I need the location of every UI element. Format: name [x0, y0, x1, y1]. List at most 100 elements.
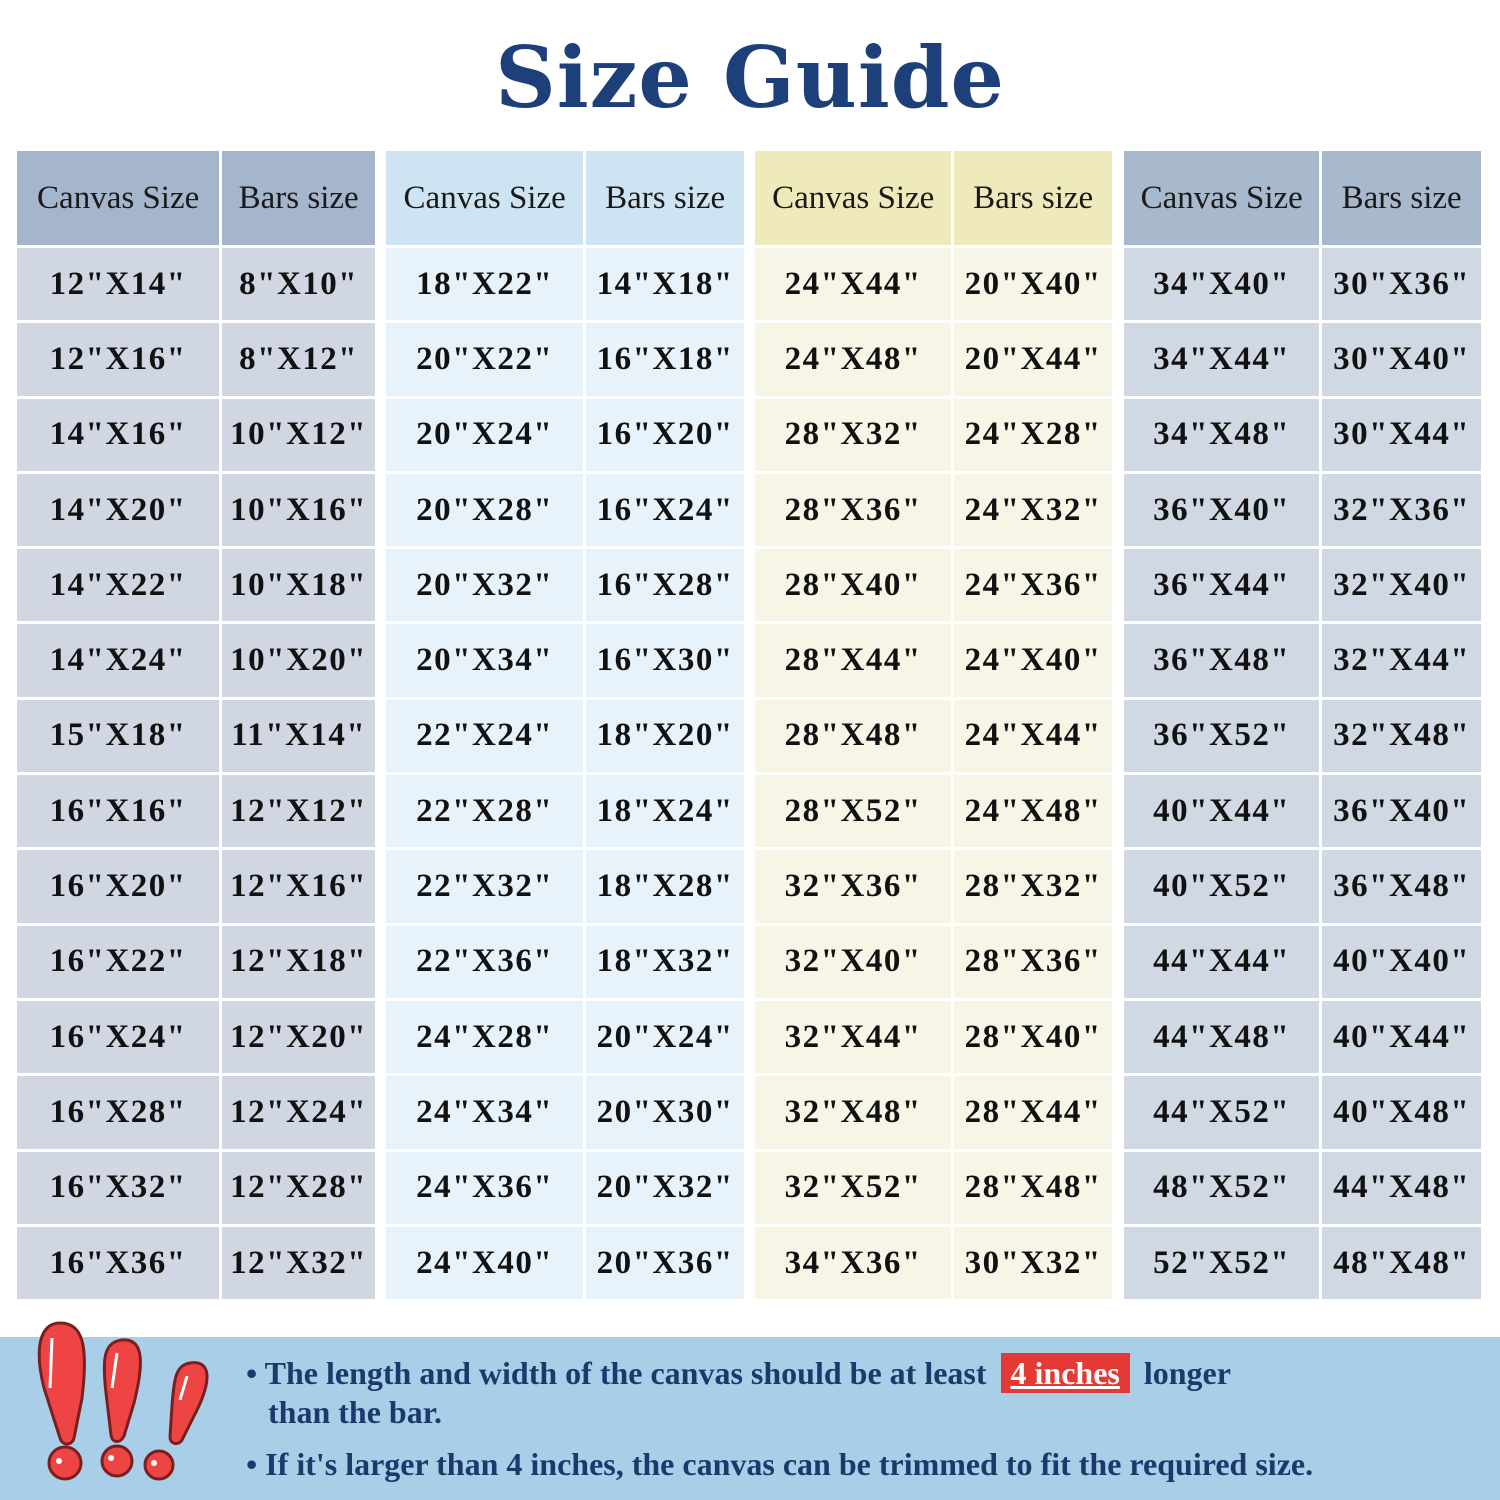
bars-size-cell: 10"X16" — [222, 473, 375, 547]
canvas-size-cell: 36"X44" — [1124, 549, 1323, 622]
bars-size-cell: 8"X10" — [222, 248, 375, 321]
canvas-size-cell: 24"X40" — [386, 1226, 587, 1300]
bars-size-cell: 18"X32" — [586, 925, 744, 998]
canvas-size-cell: 24"X34" — [386, 1076, 587, 1149]
table-row: 36"X52" 32"X48" — [1124, 699, 1481, 773]
table-row: 14"X22" 10"X18" — [17, 549, 375, 622]
bars-size-cell: 30"X32" — [954, 1226, 1112, 1300]
canvas-size-cell: 16"X20" — [17, 850, 223, 923]
bars-size-cell: 28"X32" — [954, 850, 1112, 923]
bars-size-cell: 12"X18" — [222, 925, 375, 998]
bars-size-cell: 20"X36" — [586, 1226, 744, 1300]
canvas-size-cell: 20"X24" — [386, 398, 587, 471]
note-2: • If it's larger than 4 inches, the canv… — [246, 1446, 1314, 1482]
table-row: 16"X24" 12"X20" — [17, 1000, 375, 1074]
table-row: 24"X40" 20"X36" — [386, 1226, 744, 1300]
canvas-size-cell: 34"X44" — [1124, 323, 1323, 396]
bars-size-cell: 16"X28" — [586, 549, 744, 622]
bars-size-cell: 32"X44" — [1322, 624, 1481, 697]
bars-size-cell: 28"X44" — [954, 1076, 1112, 1149]
table-row: 34"X48" 30"X44" — [1124, 398, 1481, 471]
table-header: Canvas Size Bars size — [1124, 151, 1481, 245]
canvas-size-cell: 52"X52" — [1124, 1226, 1323, 1300]
table-row: 20"X24" 16"X20" — [386, 398, 744, 471]
canvas-size-cell: 36"X52" — [1124, 699, 1323, 773]
header-canvas-size: Canvas Size — [17, 151, 223, 245]
header-bars-size: Bars size — [222, 151, 375, 245]
canvas-size-cell: 24"X36" — [386, 1151, 587, 1224]
bars-size-cell: 20"X24" — [586, 1000, 744, 1074]
canvas-size-cell: 44"X48" — [1124, 1000, 1323, 1074]
canvas-size-cell: 22"X24" — [386, 699, 587, 773]
table-row: 28"X40" 24"X36" — [755, 549, 1112, 622]
table-row: 32"X52" 28"X48" — [755, 1151, 1112, 1224]
header-canvas-size: Canvas Size — [1124, 151, 1323, 245]
canvas-size-cell: 44"X52" — [1124, 1076, 1323, 1149]
canvas-size-cell: 44"X44" — [1124, 925, 1323, 998]
canvas-size-cell: 14"X22" — [17, 549, 223, 622]
canvas-size-cell: 24"X44" — [755, 248, 955, 321]
table-group-1: Canvas Size Bars size 12"X14" 8"X10" 12"X16"… — [17, 151, 375, 1304]
notes-banner — [0, 1337, 1500, 1500]
note-1-line-2: than the bar. — [268, 1394, 442, 1430]
canvas-size-cell: 28"X44" — [755, 624, 955, 697]
bars-size-cell: 24"X32" — [954, 473, 1112, 547]
bars-size-cell: 28"X36" — [954, 925, 1112, 998]
bars-size-cell: 10"X12" — [222, 398, 375, 471]
canvas-size-cell: 16"X32" — [17, 1151, 223, 1224]
table-row: 24"X28" 20"X24" — [386, 1000, 744, 1074]
canvas-size-cell: 16"X36" — [17, 1226, 223, 1300]
canvas-size-cell: 12"X14" — [17, 248, 223, 321]
canvas-size-cell: 32"X36" — [755, 850, 955, 923]
canvas-size-cell: 22"X32" — [386, 850, 587, 923]
canvas-size-cell: 20"X32" — [386, 549, 587, 622]
table-row: 22"X28" 18"X24" — [386, 775, 744, 848]
bars-size-cell: 18"X28" — [586, 850, 744, 923]
canvas-size-cell: 28"X52" — [755, 775, 955, 848]
canvas-size-cell: 20"X22" — [386, 323, 587, 396]
bars-size-cell: 20"X30" — [586, 1076, 744, 1149]
canvas-size-cell: 32"X52" — [755, 1151, 955, 1224]
note-1-text: • The length and width of the canvas sho… — [246, 1355, 987, 1391]
canvas-size-cell: 40"X44" — [1124, 775, 1323, 848]
table-row: 12"X14" 8"X10" — [17, 248, 375, 321]
canvas-size-cell: 24"X28" — [386, 1000, 587, 1074]
table-row: 24"X48" 20"X44" — [755, 323, 1112, 396]
canvas-size-cell: 48"X52" — [1124, 1151, 1323, 1224]
table-row: 32"X44" 28"X40" — [755, 1000, 1112, 1074]
bars-size-cell: 36"X40" — [1322, 775, 1481, 848]
table-row: 24"X36" 20"X32" — [386, 1151, 744, 1224]
table-row: 22"X24" 18"X20" — [386, 699, 744, 773]
canvas-size-cell: 16"X22" — [17, 925, 223, 998]
table-row: 44"X48" 40"X44" — [1124, 1000, 1481, 1074]
table-row: 20"X32" 16"X28" — [386, 549, 744, 622]
bars-size-cell: 40"X48" — [1322, 1076, 1481, 1149]
canvas-size-cell: 16"X24" — [17, 1000, 223, 1074]
table-row: 52"X52" 48"X48" — [1124, 1226, 1481, 1300]
bars-size-cell: 12"X28" — [222, 1151, 375, 1224]
bars-size-cell: 12"X24" — [222, 1076, 375, 1149]
canvas-size-cell: 36"X40" — [1124, 473, 1323, 547]
table-row: 44"X52" 40"X48" — [1124, 1076, 1481, 1149]
bars-size-cell: 32"X36" — [1322, 473, 1481, 547]
bars-size-cell: 12"X12" — [222, 775, 375, 848]
table-row: 32"X40" 28"X36" — [755, 925, 1112, 998]
canvas-size-cell: 18"X22" — [386, 248, 587, 321]
bars-size-cell: 14"X18" — [586, 248, 744, 321]
bars-size-cell: 24"X28" — [954, 398, 1112, 471]
canvas-size-cell: 34"X36" — [755, 1226, 955, 1300]
table-row: 16"X22" 12"X18" — [17, 925, 375, 998]
canvas-size-cell: 34"X48" — [1124, 398, 1323, 471]
canvas-size-cell: 28"X48" — [755, 699, 955, 773]
bars-size-cell: 32"X40" — [1322, 549, 1481, 622]
note-1: • The length and width of the canvas sho… — [246, 1353, 1231, 1393]
table-row: 20"X28" 16"X24" — [386, 473, 744, 547]
table-row: 40"X52" 36"X48" — [1124, 850, 1481, 923]
bars-size-cell: 18"X20" — [586, 699, 744, 773]
canvas-size-cell: 40"X52" — [1124, 850, 1323, 923]
table-row: 22"X32" 18"X28" — [386, 850, 744, 923]
table-group-2: Canvas Size Bars size 18"X22" 14"X18" 20"X22… — [386, 151, 744, 1304]
table-row: 34"X40" 30"X36" — [1124, 248, 1481, 321]
bars-size-cell: 16"X18" — [586, 323, 744, 396]
canvas-size-cell: 16"X28" — [17, 1076, 223, 1149]
